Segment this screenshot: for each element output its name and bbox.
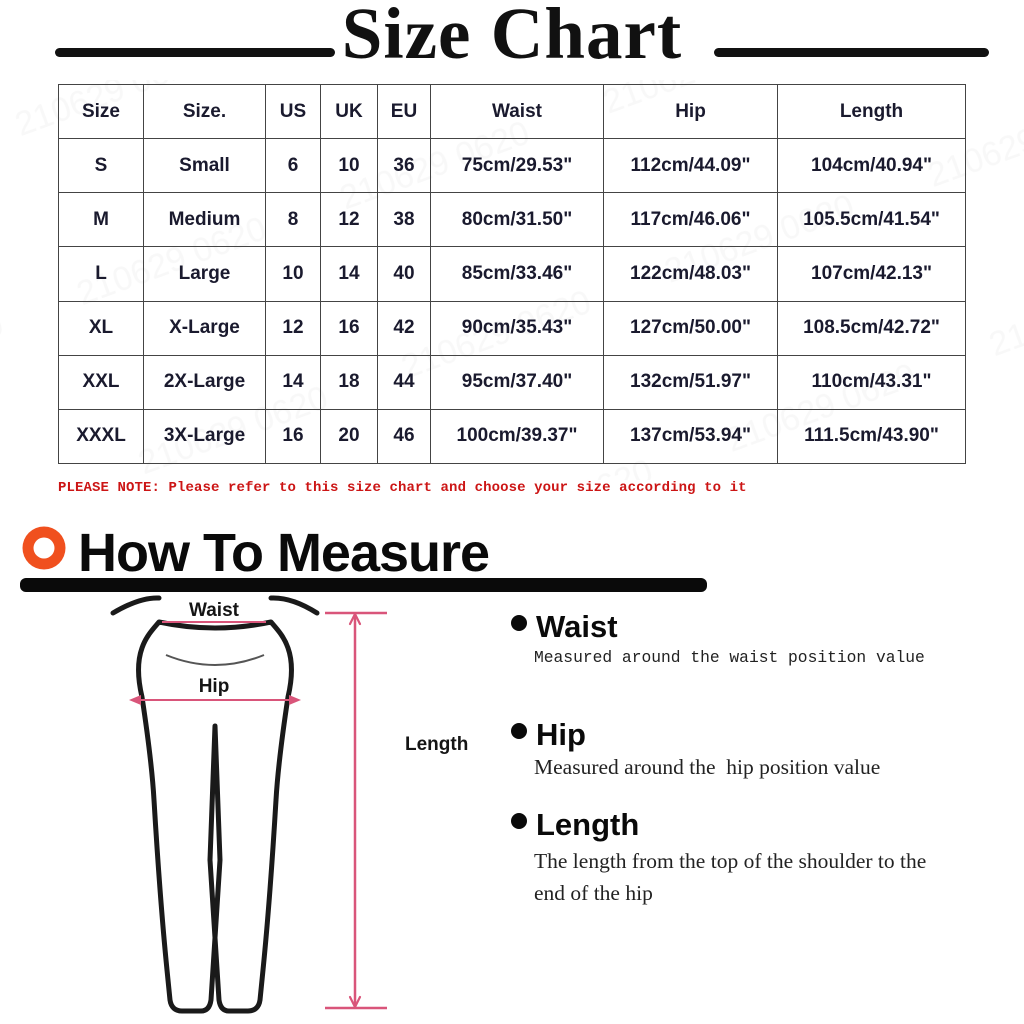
svg-text:Length: Length bbox=[405, 734, 468, 755]
svg-text:Waist: Waist bbox=[189, 600, 240, 621]
svg-text:Hip: Hip bbox=[199, 676, 230, 697]
